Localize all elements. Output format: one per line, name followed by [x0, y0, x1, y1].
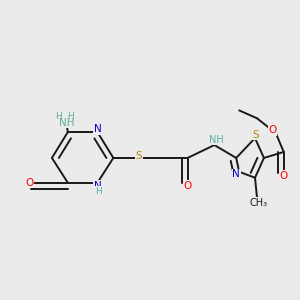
Text: H: H [56, 112, 62, 121]
Text: NH: NH [209, 135, 224, 145]
Text: N: N [94, 124, 101, 134]
Text: O: O [280, 171, 288, 181]
Text: N: N [232, 169, 240, 179]
Text: H: H [96, 187, 102, 196]
Text: S: S [136, 152, 142, 161]
Text: NH: NH [58, 118, 74, 128]
Text: O: O [26, 178, 34, 188]
Text: O: O [269, 125, 277, 135]
Text: O: O [184, 181, 192, 191]
Text: S: S [252, 130, 259, 140]
Text: H: H [68, 112, 74, 121]
Text: N: N [94, 181, 101, 191]
Text: CH₃: CH₃ [249, 198, 268, 208]
